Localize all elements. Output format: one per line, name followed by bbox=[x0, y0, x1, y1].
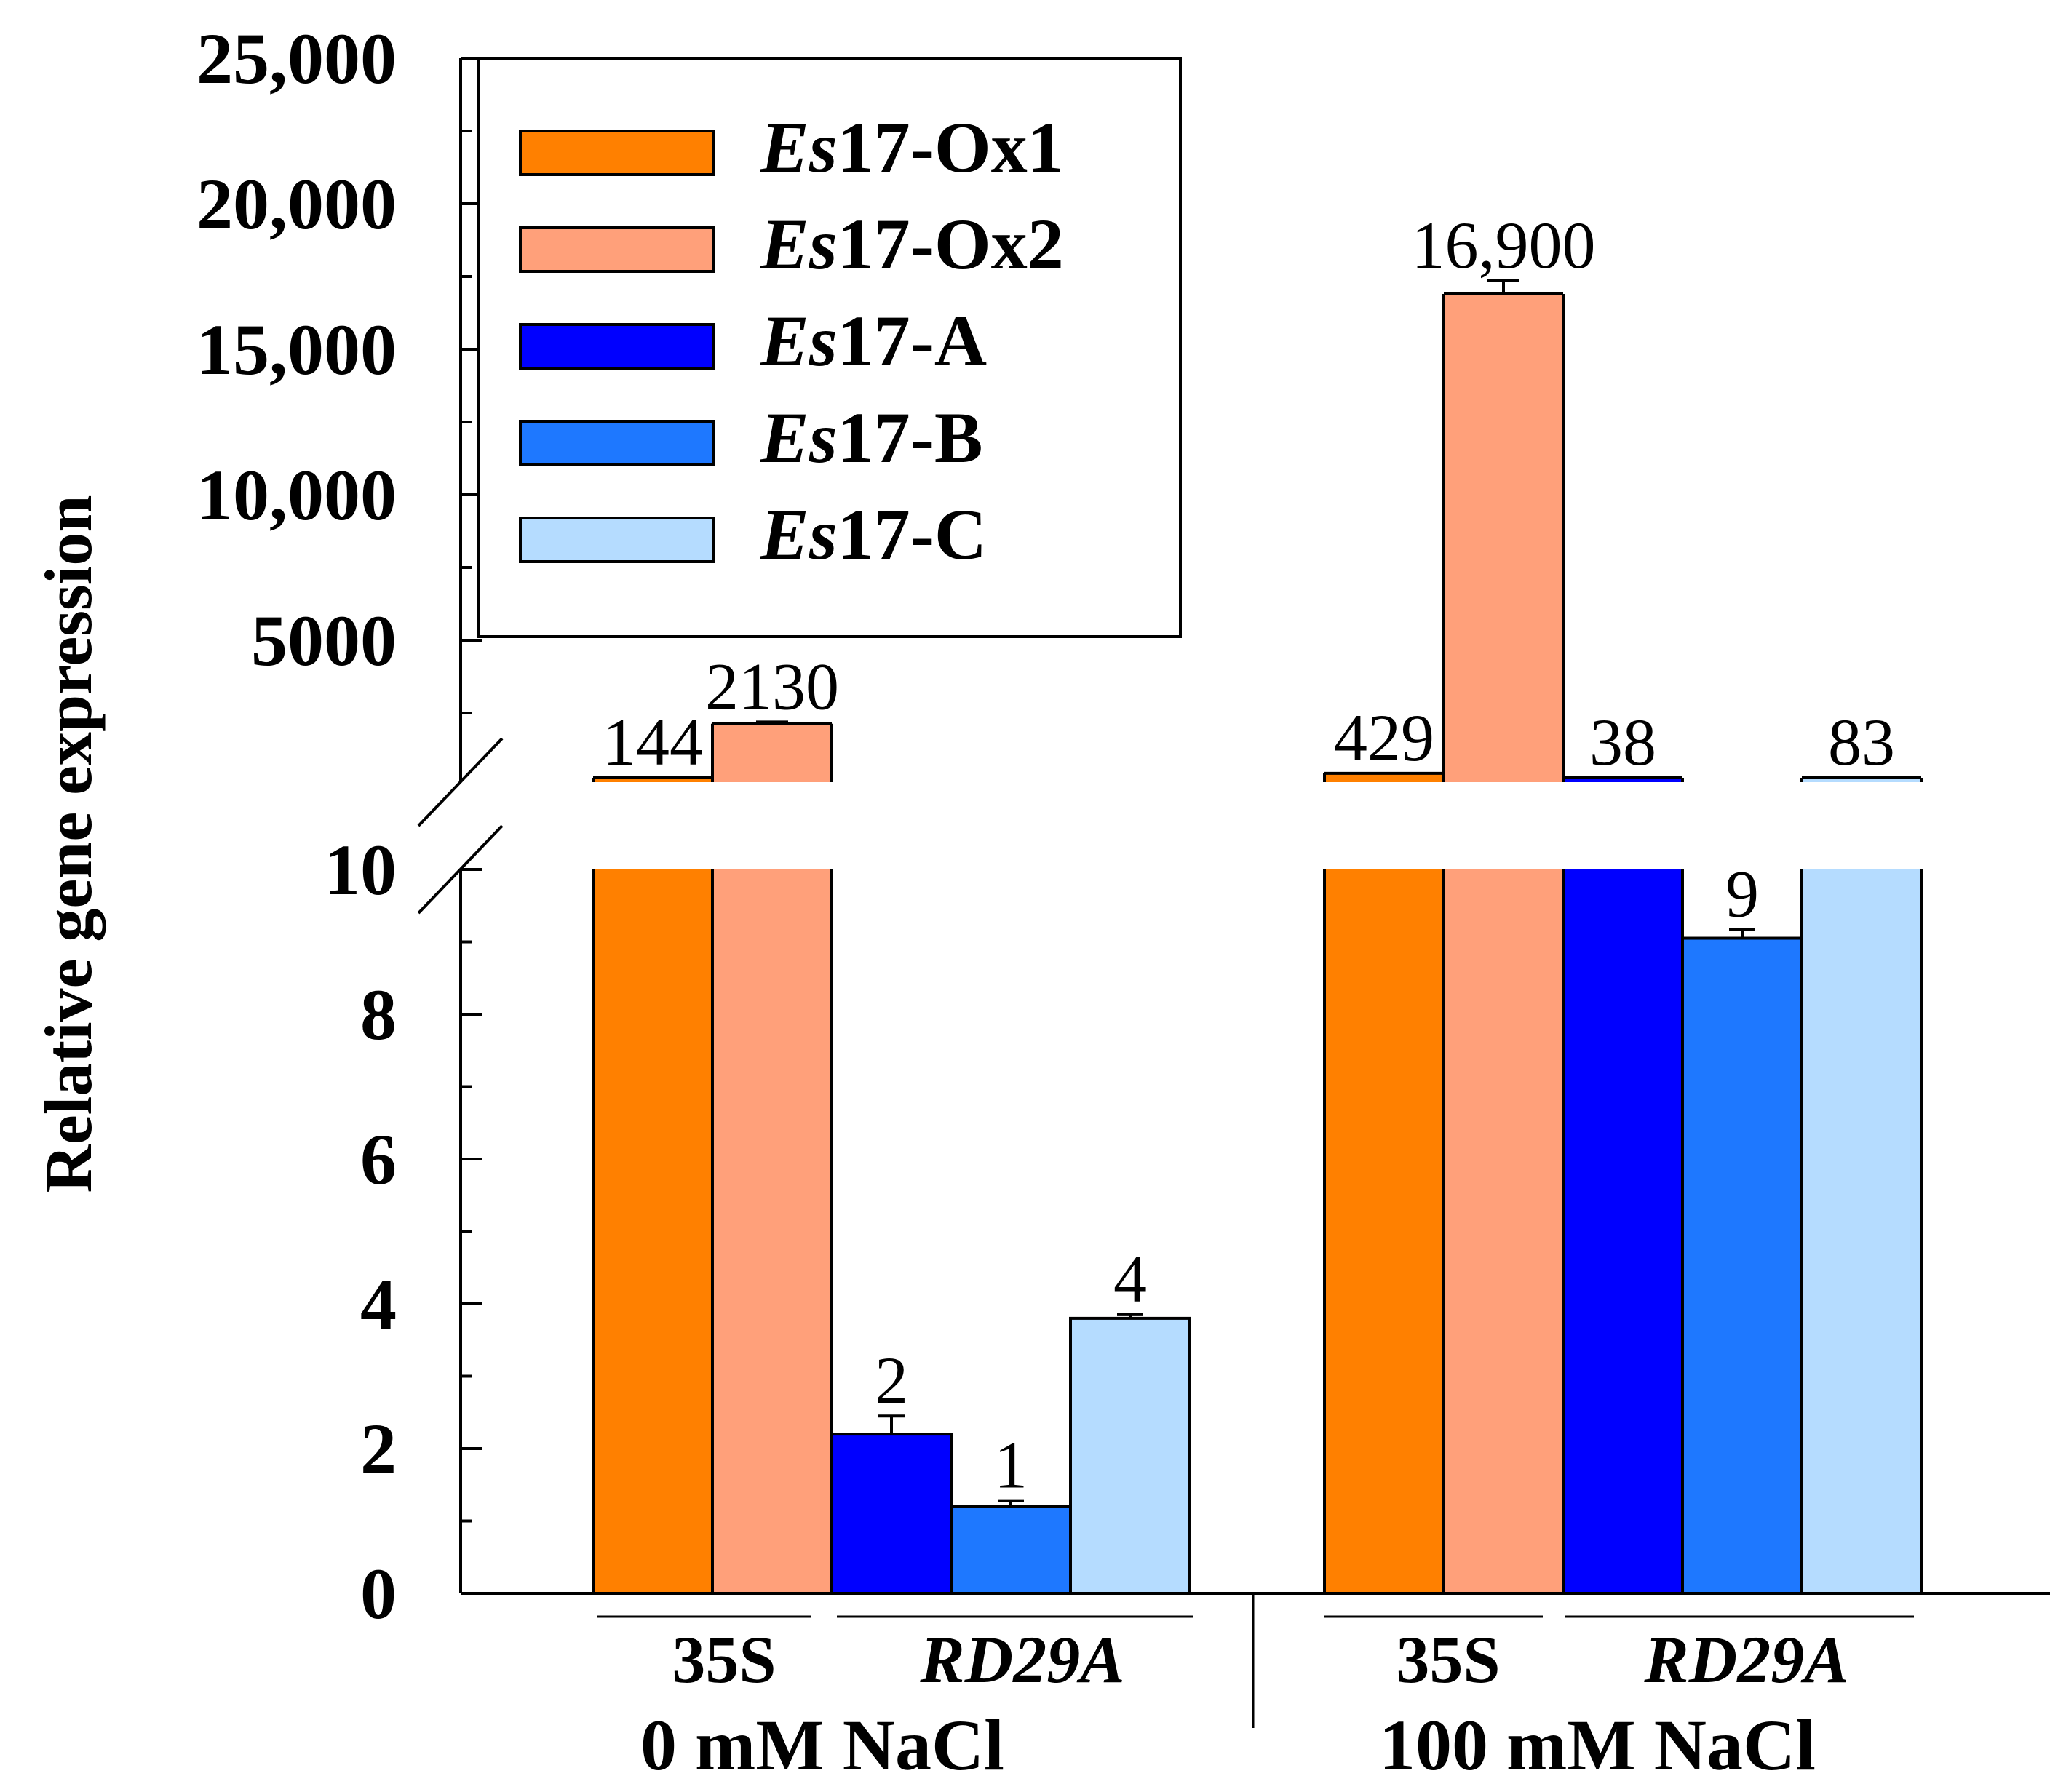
bar-salt-es17-a-lower bbox=[1563, 869, 1682, 1593]
bar-salt-es17-b bbox=[1681, 936, 1803, 1595]
legend-swatch-17-ox2 bbox=[519, 226, 715, 273]
bar-ctrl-es17-a bbox=[830, 1433, 953, 1595]
y-axis-label: Relative gene expression bbox=[31, 495, 106, 1192]
legend-label-suffix: 17-A bbox=[838, 300, 988, 381]
bar-salt-es17-ox1-label: 429 bbox=[1334, 701, 1434, 775]
bar-ctrl-es17-a-label: 2 bbox=[875, 1343, 908, 1417]
legend-swatch-17-a bbox=[519, 323, 715, 370]
bar-salt-es17-c-lower bbox=[1802, 869, 1921, 1593]
bar-salt-es17-c-upper bbox=[1802, 778, 1921, 782]
promoter-label-35s-0: 35S bbox=[672, 1622, 776, 1697]
y-tick-label-lower-8: 8 bbox=[360, 974, 397, 1055]
bar-salt-es17-ox2-label: 16,900 bbox=[1412, 208, 1596, 282]
bar-salt-es17-b-label: 9 bbox=[1725, 857, 1759, 931]
bar-ctrl-es17-ox2-upper bbox=[712, 723, 832, 782]
bar-ctrl-es17-c-label: 4 bbox=[1113, 1242, 1147, 1316]
y-tick-label-lower-4: 4 bbox=[360, 1264, 397, 1345]
bar-salt-es17-ox2-upper bbox=[1444, 294, 1563, 782]
bar-ctrl-es17-ox2-label: 2130 bbox=[705, 649, 839, 723]
legend-swatch-17-ox1 bbox=[519, 130, 715, 176]
legend-label-17-ox1: Es17-Ox1 bbox=[760, 107, 1064, 188]
bar-ctrl-es17-ox1-lower bbox=[593, 869, 712, 1593]
axis-break-mark-bottom bbox=[417, 824, 504, 915]
bar-ctrl-es17-ox1-upper bbox=[593, 778, 712, 782]
y-tick-label-upper-10000: 10,000 bbox=[196, 455, 397, 535]
legend-label-17-c: Es17-C bbox=[760, 494, 987, 575]
bar-salt-es17-ox1-lower bbox=[1324, 869, 1444, 1593]
y-tick-label-lower-10: 10 bbox=[324, 829, 397, 910]
promoter-label-rd29a-1: RD29A bbox=[1643, 1622, 1848, 1697]
legend-label-suffix: 17-Ox2 bbox=[838, 204, 1064, 284]
y-tick-label-upper-20000: 20,000 bbox=[196, 164, 397, 244]
bar-salt-es17-a-label: 38 bbox=[1589, 705, 1656, 779]
bar-ctrl-es17-b bbox=[950, 1505, 1072, 1596]
bars-layer bbox=[592, 279, 1923, 1596]
legend-swatch-17-c bbox=[519, 517, 715, 563]
bar-ctrl-es17-ox1-label: 144 bbox=[603, 705, 703, 779]
y-tick-label-upper-5000: 5000 bbox=[251, 600, 397, 681]
bar-salt-es17-a-upper bbox=[1563, 778, 1682, 782]
legend-label-suffix: 17-C bbox=[838, 494, 988, 575]
y-tick-label-upper-15000: 15,000 bbox=[196, 309, 397, 390]
bar-salt-es17-ox2-lower bbox=[1444, 869, 1563, 1593]
bar-ctrl-es17-b-label: 1 bbox=[994, 1428, 1028, 1502]
y-tick-label-lower-0: 0 bbox=[360, 1553, 397, 1634]
legend-label-suffix: 17-B bbox=[838, 397, 983, 478]
y-tick-label-lower-6: 6 bbox=[360, 1119, 397, 1200]
legend-label-suffix: 17-Ox1 bbox=[838, 107, 1064, 188]
promoter-label-rd29a-0: RD29A bbox=[919, 1622, 1124, 1697]
bar-ctrl-es17-ox2-lower bbox=[712, 869, 832, 1593]
legend-label-17-ox2: Es17-Ox2 bbox=[760, 204, 1064, 284]
legend-label-17-a: Es17-A bbox=[760, 300, 987, 381]
legend-swatch-17-b bbox=[519, 420, 715, 466]
legend-label-17-b: Es17-B bbox=[760, 397, 983, 478]
bar-ctrl-es17-c bbox=[1069, 1316, 1191, 1596]
legend-label-prefix: Es bbox=[760, 204, 838, 284]
legend-label-prefix: Es bbox=[760, 107, 838, 188]
axis-break-mark-top bbox=[417, 737, 504, 827]
y-tick-label-lower-2: 2 bbox=[360, 1409, 397, 1489]
condition-label-1: 100 mM NaCl bbox=[1379, 1705, 1816, 1785]
bar-salt-es17-ox1-upper bbox=[1324, 773, 1444, 782]
axis-layer: 0 2 4 6 8 10 5000 10,000 15,000 20,000 25,000 Relat… bbox=[31, 18, 2050, 1728]
legend-label-prefix: Es bbox=[760, 494, 838, 575]
condition-label-0: 0 mM NaCl bbox=[640, 1705, 1004, 1785]
y-tick-label-upper-25000: 25,000 bbox=[196, 18, 397, 99]
legend-label-prefix: Es bbox=[760, 397, 838, 478]
promoter-label-35s-1: 35S bbox=[1396, 1622, 1500, 1697]
bar-salt-es17-c-label: 83 bbox=[1828, 705, 1895, 779]
legend-label-prefix: Es bbox=[760, 300, 838, 381]
